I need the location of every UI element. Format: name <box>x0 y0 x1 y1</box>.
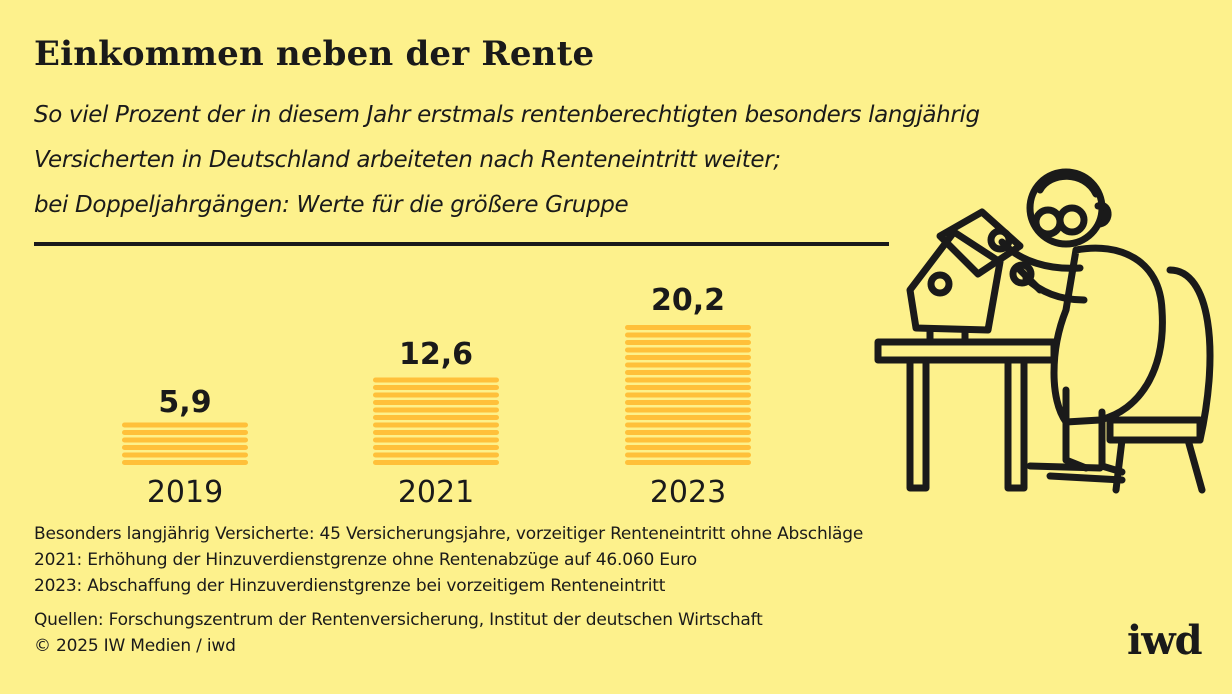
bar-2019 <box>122 422 248 465</box>
bar-2023 <box>625 325 751 465</box>
subtitle-line-1: So viel Prozent der in diesem Jahr erstm… <box>34 102 980 128</box>
feet <box>1026 462 1126 484</box>
torso <box>1050 244 1166 426</box>
legs <box>1062 386 1126 476</box>
footnote-3: 2023: Abschaffung der Hinzuverdienstgren… <box>34 576 666 596</box>
category-label-2019: 2019 <box>147 475 223 510</box>
table-leg-left <box>906 356 930 492</box>
glasses-right <box>1056 204 1088 236</box>
hand-right <box>1009 261 1035 287</box>
chair-seat <box>1106 416 1204 444</box>
birdhouse-hole <box>927 271 953 297</box>
retiree-birdhouse-illustration <box>874 168 1214 494</box>
ear <box>1094 202 1112 228</box>
sources: Quellen: Forschungszentrum der Rentenver… <box>34 607 763 659</box>
hair <box>1036 172 1100 198</box>
source-line: Quellen: Forschungszentrum der Rentenver… <box>34 610 763 630</box>
chair-legs <box>1112 436 1206 494</box>
birdhouse-roof <box>936 208 1024 278</box>
category-label-2021: 2021 <box>398 475 474 510</box>
footnote-1: Besonders langjährig Versicherte: 45 Ver… <box>34 524 864 544</box>
footnote-2: 2021: Erhöhung der Hinzuverdienstgrenze … <box>34 550 698 570</box>
divider-rule <box>34 242 889 246</box>
iwd-logo: iwd <box>1127 617 1203 664</box>
subtitle-line-2: Versicherten in Deutschland arbeiteten n… <box>34 147 781 173</box>
glasses-left <box>1032 206 1064 238</box>
chart-subtitle: So viel Prozent der in diesem Jahr erstm… <box>34 93 1224 228</box>
chart-title: Einkommen neben der Rente <box>34 34 595 74</box>
bar-chart: 5,9 2019 12,6 2021 20,2 2023 <box>122 283 751 510</box>
category-label-2023: 2023 <box>650 475 726 510</box>
footnotes: Besonders langjährig Versicherte: 45 Ver… <box>34 521 863 599</box>
hand-left <box>987 227 1013 253</box>
bar-2021 <box>373 377 499 465</box>
birdhouse-base <box>926 328 969 346</box>
subtitle-line-3: bei Doppeljahrgängen: Werte für die größ… <box>34 192 629 218</box>
chair-back <box>1166 266 1214 444</box>
table-leg-right <box>1004 356 1028 492</box>
copyright-line: © 2025 IW Medien / iwd <box>34 636 236 656</box>
value-label-2023: 20,2 <box>651 283 725 318</box>
value-label-2019: 5,9 <box>158 385 211 420</box>
value-label-2021: 12,6 <box>399 337 473 372</box>
